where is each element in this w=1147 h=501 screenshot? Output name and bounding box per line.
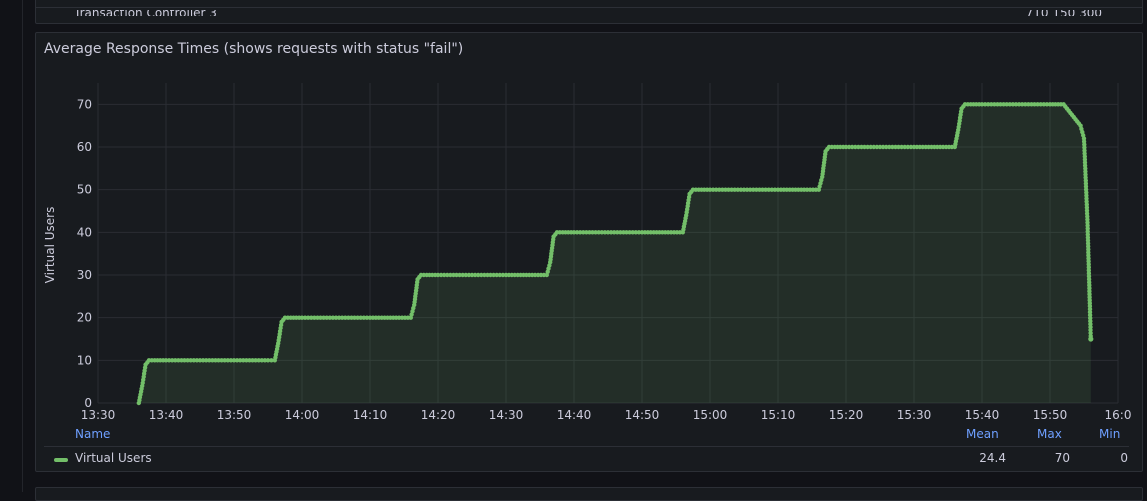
legend-col-min[interactable]: Min bbox=[1099, 427, 1120, 441]
x-tick-label: 14:50 bbox=[625, 408, 660, 422]
y-axis-label: Virtual Users bbox=[43, 207, 57, 284]
response-times-chart[interactable]: Virtual Users 0 10 20 30 40 50 60 70 13:30 13:40 13… bbox=[36, 33, 1142, 427]
legend-max-value: 70 bbox=[1028, 451, 1070, 465]
legend-row[interactable]: Virtual Users 24.4 70 0 bbox=[44, 446, 1129, 471]
x-tick-label: 13:40 bbox=[149, 408, 184, 422]
data-point bbox=[1088, 336, 1093, 341]
x-tick-label: 15:10 bbox=[761, 408, 796, 422]
legend-header: Name Mean Max Min bbox=[36, 427, 1142, 447]
x-tick-label: 16:0 bbox=[1105, 408, 1132, 422]
x-tick-label: 14:30 bbox=[489, 408, 524, 422]
y-tick-label: 40 bbox=[77, 225, 92, 239]
series-color-swatch[interactable] bbox=[54, 458, 68, 462]
legend-col-name[interactable]: Name bbox=[75, 427, 110, 441]
x-tick-label: 14:20 bbox=[421, 408, 456, 422]
series-area bbox=[139, 104, 1091, 403]
x-tick-label: 15:30 bbox=[897, 408, 932, 422]
truncated-row-values: 710 150 300 bbox=[1026, 10, 1102, 16]
legend-series-name[interactable]: Virtual Users bbox=[75, 451, 152, 465]
y-tick-label: 70 bbox=[77, 97, 92, 111]
table-divider bbox=[36, 7, 1142, 8]
x-tick-label: 15:50 bbox=[1033, 408, 1068, 422]
y-tick-label: 50 bbox=[77, 183, 92, 197]
x-tick-label: 14:40 bbox=[557, 408, 592, 422]
x-tick-label: 13:30 bbox=[81, 408, 116, 422]
previous-panel: Transaction Controller 3 710 150 300 bbox=[35, 0, 1143, 24]
left-rail bbox=[0, 0, 23, 492]
x-tick-label: 13:50 bbox=[217, 408, 252, 422]
x-tick-label: 14:10 bbox=[353, 408, 388, 422]
legend-col-max[interactable]: Max bbox=[1037, 427, 1062, 441]
x-tick-label: 15:20 bbox=[829, 408, 864, 422]
truncated-row-label: Transaction Controller 3 bbox=[74, 10, 217, 16]
next-panel bbox=[35, 487, 1143, 501]
legend-col-mean[interactable]: Mean bbox=[966, 427, 999, 441]
y-tick-label: 20 bbox=[77, 311, 92, 325]
x-tick-label: 15:00 bbox=[693, 408, 728, 422]
legend-min-value: 0 bbox=[1086, 451, 1128, 465]
y-tick-label: 60 bbox=[77, 140, 92, 154]
x-tick-label: 14:00 bbox=[285, 408, 320, 422]
response-times-panel: Average Response Times (shows requests w… bbox=[35, 32, 1143, 472]
y-tick-label: 10 bbox=[77, 353, 92, 367]
x-tick-label: 15:40 bbox=[965, 408, 1000, 422]
y-tick-label: 30 bbox=[77, 268, 92, 282]
legend-mean-value: 24.4 bbox=[964, 451, 1006, 465]
